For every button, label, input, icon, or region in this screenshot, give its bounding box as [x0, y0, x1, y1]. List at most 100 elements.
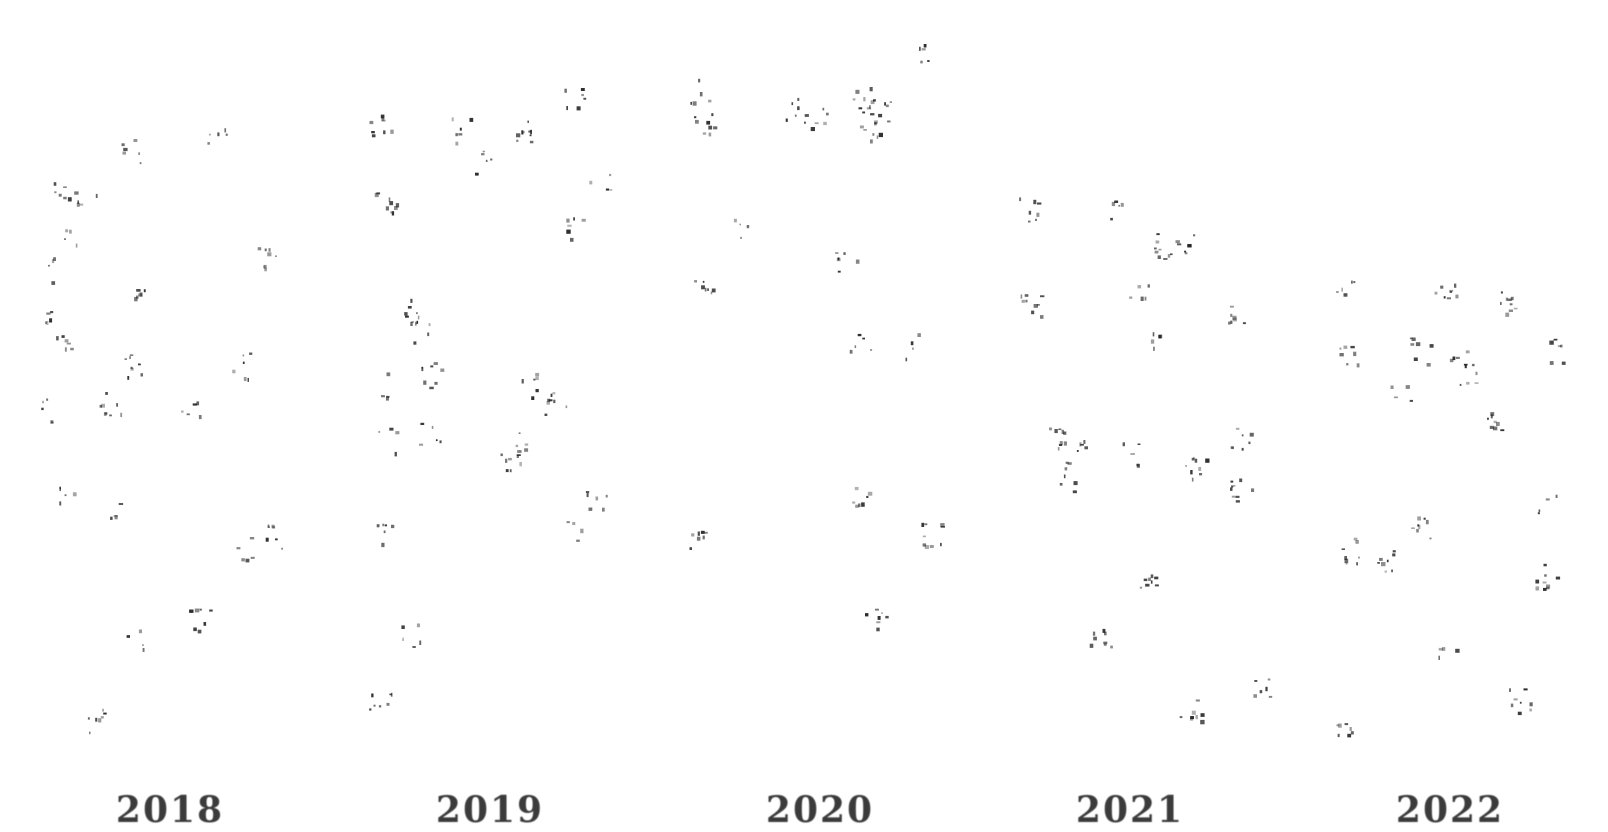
speckle-cluster	[804, 107, 829, 132]
speckle-cluster	[785, 97, 806, 124]
year-label-2020: 2020	[765, 789, 875, 831]
speckle-cluster	[74, 191, 98, 207]
speckle-cluster	[852, 486, 873, 508]
speckle-cluster	[232, 352, 253, 382]
speckle-cluster	[64, 229, 78, 248]
speckle-cluster	[865, 608, 889, 632]
speckle-cluster	[1089, 628, 1113, 649]
speckle-cluster	[690, 78, 712, 106]
speckle-cluster	[410, 320, 431, 345]
speckle-cluster	[48, 257, 56, 285]
speckle-cluster	[369, 692, 393, 711]
speckle-cluster	[376, 523, 395, 548]
year-label-2022: 2022	[1395, 789, 1505, 831]
speckle-cluster	[99, 392, 123, 418]
speckle-cluster	[110, 503, 124, 520]
speckle-cluster	[1377, 550, 1396, 573]
speckle-cluster	[1339, 345, 1360, 368]
speckle-cluster	[1434, 283, 1459, 300]
speckle-cluster	[1228, 305, 1246, 325]
speckle-cluster	[53, 182, 72, 202]
speckle-cluster	[257, 247, 277, 272]
speckle-cluster	[500, 453, 522, 473]
speckle-cluster	[919, 44, 930, 64]
speckle-cluster	[374, 192, 400, 216]
speckle-cluster	[1154, 233, 1173, 260]
speckle-cluster	[1150, 332, 1163, 351]
speckle-cluster	[859, 121, 883, 144]
speckle-cluster	[1185, 456, 1210, 482]
speckle-cluster	[121, 139, 142, 165]
speckle-cluster	[1065, 440, 1088, 465]
speckle-cluster	[369, 114, 394, 138]
speckle-cluster	[544, 392, 568, 416]
speckle-cluster	[381, 372, 391, 401]
speckle-cluster	[134, 289, 146, 302]
speckle-cluster	[45, 311, 54, 325]
speckle-cluster	[56, 335, 74, 352]
speckle-cluster	[59, 486, 77, 506]
speckle-cluster	[1459, 363, 1479, 386]
speckle-cluster	[516, 120, 534, 144]
speckle-cluster	[1179, 699, 1205, 725]
speckle-cluster	[1122, 442, 1141, 468]
speckle-cluster	[1390, 385, 1413, 402]
speckle-cluster	[189, 608, 213, 634]
speckle-cluster	[694, 280, 716, 295]
speckle-cluster	[694, 113, 718, 137]
speckle-cluster	[1409, 337, 1434, 367]
speckle-cluster	[1341, 537, 1360, 566]
year-label-2021: 2021	[1075, 789, 1185, 831]
speckle-cluster	[124, 354, 143, 380]
speckle-cluster	[1230, 427, 1254, 451]
speckle-cluster	[1449, 350, 1470, 369]
speckle-cluster	[1175, 234, 1196, 255]
speckle-cluster	[41, 398, 54, 424]
speckle-cluster	[1019, 197, 1042, 223]
speckle-cluster	[419, 422, 442, 446]
speckle-cluster	[1336, 723, 1354, 738]
speckle-cluster	[1059, 467, 1078, 494]
speckle-cluster	[1230, 478, 1255, 503]
speckle-cluster	[515, 432, 529, 453]
year-label-2018: 2018	[115, 789, 225, 831]
speckle-cluster	[849, 333, 873, 354]
speckle-cluster	[421, 362, 445, 390]
speckle-cluster	[852, 87, 875, 114]
speckle-cluster	[689, 530, 708, 550]
speckle-cluster	[835, 252, 860, 273]
speckle-cluster	[1139, 574, 1159, 589]
year-label-2019: 2019	[435, 789, 545, 831]
speckle-cluster	[566, 217, 586, 242]
speckle-cluster	[265, 524, 283, 550]
speckle-cluster	[1509, 688, 1533, 716]
speckle-cluster	[1487, 412, 1505, 432]
speckle-cluster	[1535, 563, 1561, 591]
speckle-cluster	[1438, 647, 1460, 660]
speckle-cluster	[87, 708, 107, 735]
speckle-cluster	[378, 427, 400, 457]
speckle-cluster	[1500, 291, 1518, 317]
speckle-cluster	[1129, 284, 1150, 301]
speckle-cluster	[1411, 516, 1432, 540]
speckle-cluster	[181, 401, 202, 420]
speckle-cluster	[585, 491, 608, 512]
speckle-cluster	[451, 117, 474, 146]
speckle-cluster	[126, 629, 145, 652]
speckle-cluster	[1549, 338, 1566, 365]
speckle-cluster	[404, 298, 420, 320]
speckle-cluster	[921, 522, 945, 549]
speckle-cluster	[475, 150, 493, 176]
speckle-cluster	[566, 521, 584, 542]
speckle-cluster	[1020, 294, 1045, 319]
speckle-cluster	[1049, 427, 1067, 451]
speckle-cluster	[236, 537, 255, 563]
speckle-cluster	[564, 88, 587, 111]
speckle-cluster	[1537, 494, 1558, 515]
speckle-cluster	[905, 333, 921, 362]
speckle-cluster	[733, 218, 750, 239]
speckle-cluster	[207, 128, 228, 145]
speckle-cluster	[401, 623, 422, 648]
